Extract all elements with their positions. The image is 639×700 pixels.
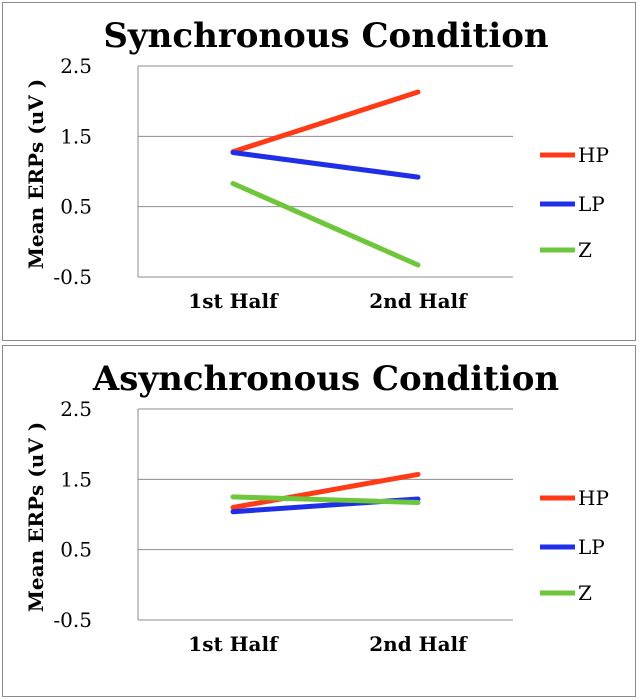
chart-title: Synchronous Condition [103,16,548,56]
series-line-hp [230,89,421,155]
series-line-lp [230,150,421,180]
x-tick-label: 1st Half [188,289,279,313]
legend-label: Z [578,238,592,262]
series-line-hp [230,471,421,510]
y-tick-label: 0.5 [60,538,92,562]
y-tick-label: 1.5 [60,467,92,491]
x-tick-label: 1st Half [188,632,279,656]
x-tick-label: 2nd Half [369,289,468,313]
asynchronous-chart: Asynchronous Condition Mean ERPs (uV ) 2… [24,359,609,656]
synchronous-chart-panel: Synchronous Condition Mean ERPs (uV ) 2.… [2,2,636,341]
series-line-z [230,494,421,505]
synchronous-chart: Synchronous Condition Mean ERPs (uV ) 2.… [24,16,609,313]
y-axis-label: Mean ERPs (uV ) [24,79,48,269]
legend-label: LP [578,535,605,559]
legend-label: Z [578,581,592,605]
y-tick-label: 0.5 [60,195,92,219]
y-tick-label: 2.5 [60,54,92,78]
y-tick-label: 2.5 [60,397,92,421]
chart-title: Asynchronous Condition [92,359,559,399]
legend: HP LP Z [540,486,609,605]
y-tick-label: 1.5 [60,124,92,148]
y-tick-label: -0.5 [53,265,92,289]
legend-label: LP [578,192,605,216]
x-tick-label: 2nd Half [369,632,468,656]
series-line-z [230,181,421,268]
y-axis-label: Mean ERPs (uV ) [24,422,48,612]
legend: HP LP Z [540,143,609,262]
legend-label: HP [578,143,609,167]
asynchronous-chart-panel: Asynchronous Condition Mean ERPs (uV ) 2… [2,345,636,697]
legend-label: HP [578,486,609,510]
y-tick-label: -0.5 [53,608,92,632]
